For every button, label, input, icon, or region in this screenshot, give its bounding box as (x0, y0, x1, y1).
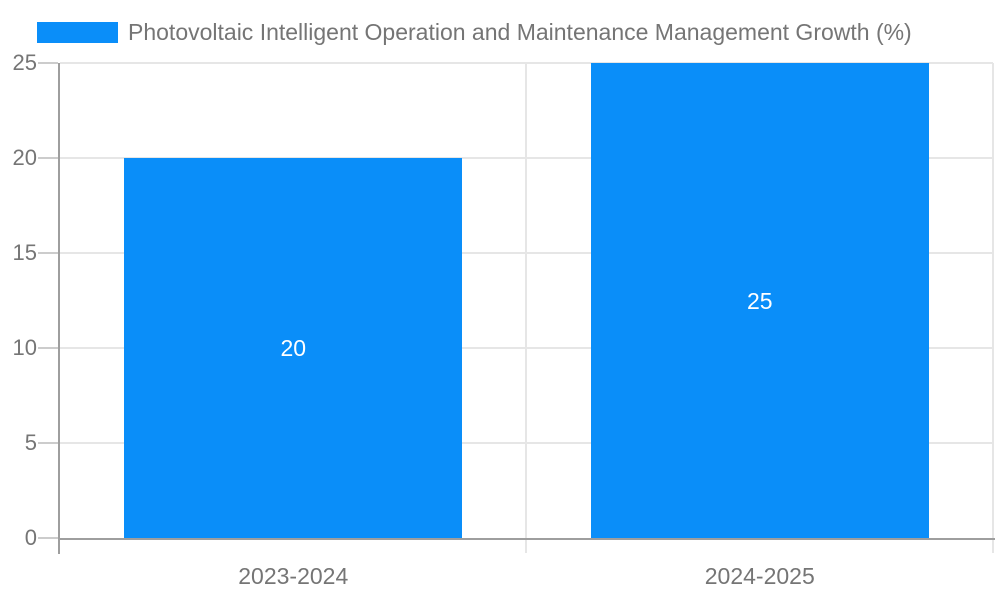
y-axis-tick-label: 10 (12, 335, 37, 360)
legend-swatch[interactable] (37, 22, 118, 43)
y-axis-line (58, 63, 60, 554)
y-tick-mark (38, 157, 58, 159)
plot-area: 0 5 10 15 20 25 20 2023-2024 25 2024-2025 (13, 50, 995, 589)
y-axis-tick-label: 5 (24, 430, 37, 455)
y-tick-mark (38, 442, 58, 444)
bar-value-label: 20 (280, 335, 307, 361)
y-tick-mark (38, 252, 58, 254)
bar-value-label: 25 (746, 287, 773, 314)
y-axis-tick-label: 15 (12, 240, 37, 265)
bar[interactable] (124, 158, 463, 538)
y-axis-tick-label: 20 (12, 145, 37, 170)
bar[interactable] (590, 63, 929, 538)
y-tick-mark (38, 62, 58, 64)
y-axis-tick-label: 0 (24, 525, 37, 550)
y-tick-mark (38, 537, 58, 539)
legend: Photovoltaic Intelligent Operation and M… (0, 0, 1000, 56)
category-boundary-gridline (991, 63, 994, 553)
x-axis-category-label: 2023-2024 (238, 563, 349, 589)
y-tick-mark (38, 347, 58, 349)
x-axis-category-label: 2024-2025 (704, 563, 815, 589)
x-axis-line (58, 538, 995, 540)
category-boundary-gridline (525, 63, 527, 553)
legend-label[interactable]: Photovoltaic Intelligent Operation and M… (128, 19, 912, 45)
y-axis-tick-label: 25 (12, 50, 37, 75)
